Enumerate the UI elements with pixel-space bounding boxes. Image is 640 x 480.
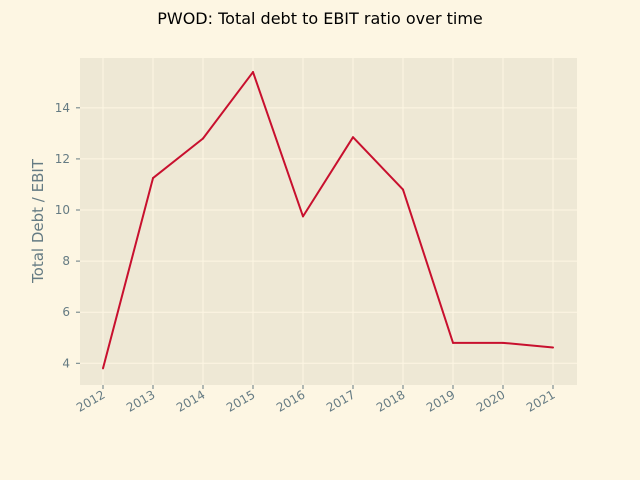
x-tick-label: 2018: [374, 387, 407, 414]
data-point: [302, 215, 304, 218]
y-tick-label: 12: [55, 152, 70, 166]
x-tick-label: 2020: [474, 387, 507, 414]
x-tick-label: 2012: [74, 387, 107, 414]
grid: [80, 58, 577, 385]
x-tick-label: 2015: [224, 387, 257, 414]
data-point: [202, 137, 204, 140]
x-tick-label: 2016: [274, 387, 307, 414]
y-axis: 4 6 8 10 12 14: [55, 101, 80, 370]
y-axis-label: Total Debt / EBIT: [29, 158, 47, 284]
series-line: [102, 71, 554, 369]
x-tick-label: 2017: [324, 387, 357, 414]
data-point: [402, 188, 404, 191]
x-tick-label: 2021: [524, 387, 557, 414]
data-point: [552, 346, 554, 349]
plot-area: [80, 58, 577, 385]
x-tick-label: 2019: [424, 387, 457, 414]
data-point: [152, 177, 154, 180]
y-tick-label: 4: [62, 356, 70, 370]
data-point: [252, 71, 254, 74]
y-tick-label: 6: [62, 305, 70, 319]
x-tick-label: 2014: [174, 387, 207, 414]
series-group: [102, 71, 554, 370]
data-point: [352, 136, 354, 139]
y-tick-label: 14: [55, 101, 70, 115]
chart-title: PWOD: Total debt to EBIT ratio over time: [157, 9, 483, 28]
data-point: [452, 341, 454, 344]
data-point: [102, 367, 104, 370]
x-axis: 2012 2013 2014 2015 2016 2017 2018 2019 2020 2021: [74, 385, 558, 415]
x-tick-label: 2013: [124, 387, 157, 414]
y-tick-label: 10: [55, 203, 70, 217]
data-point: [502, 341, 504, 344]
y-tick-label: 8: [62, 254, 70, 268]
